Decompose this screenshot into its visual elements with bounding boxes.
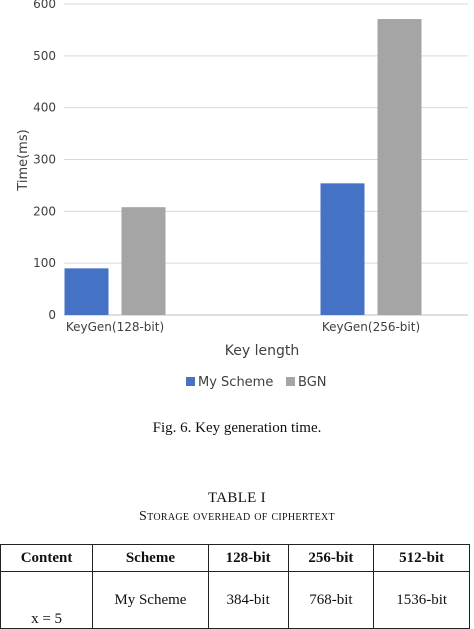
legend-swatch [186, 377, 195, 386]
x-tick-label: KeyGen(256-bit) [322, 320, 420, 334]
cell-content: x = 5 [0, 571, 94, 629]
y-tick-label: 100 [33, 256, 56, 270]
legend-label: My Scheme [198, 375, 273, 390]
y-tick-label: 200 [33, 204, 56, 218]
legend-swatch [286, 377, 295, 386]
cell-128-bit: 384-bit [207, 571, 289, 629]
x-axis-ticks: KeyGen(128-bit) KeyGen(256-bit) [66, 320, 420, 334]
y-tick-label: 500 [33, 49, 56, 63]
header-scheme: Scheme [92, 544, 209, 572]
legend: My Scheme BGN [186, 375, 327, 390]
bar-my-scheme [64, 268, 109, 315]
table-title: TABLE I [208, 490, 266, 506]
y-tick-label: 0 [48, 308, 56, 322]
figure-caption: Fig. 6. Key generation time. [152, 420, 322, 436]
header-128-bit: 128-bit [207, 544, 289, 572]
cell-512-bit: 1536-bit [373, 571, 470, 629]
bar-bgn [377, 19, 422, 315]
bar-bgn [121, 207, 166, 315]
header-content: Content [0, 544, 94, 572]
legend-label: BGN [298, 375, 327, 390]
table-row: x = 5 My Scheme 384-bit 768-bit 1536-bit [0, 571, 470, 629]
y-tick-label: 300 [33, 153, 56, 167]
cell-scheme: My Scheme [92, 571, 209, 629]
table-header-row: Content Scheme 128-bit 256-bit 512-bit [0, 544, 470, 572]
bars [64, 19, 422, 315]
header-512-bit: 512-bit [373, 544, 470, 572]
bar-my-scheme [320, 183, 365, 315]
x-tick-label: KeyGen(128-bit) [66, 320, 164, 334]
cell-256-bit: 768-bit [287, 571, 375, 629]
y-axis-ticks: 0 100 200 300 400 500 600 [33, 0, 56, 322]
header-256-bit: 256-bit [287, 544, 375, 572]
table-subtitle: Storage overhead of ciphertext [139, 509, 335, 524]
x-axis-label: Key length [225, 343, 299, 359]
storage-overhead-table: Content Scheme 128-bit 256-bit 512-bit x… [0, 544, 470, 629]
y-tick-label: 600 [33, 0, 56, 11]
y-axis-label: Time(ms) [16, 129, 31, 191]
y-tick-label: 400 [33, 101, 56, 115]
